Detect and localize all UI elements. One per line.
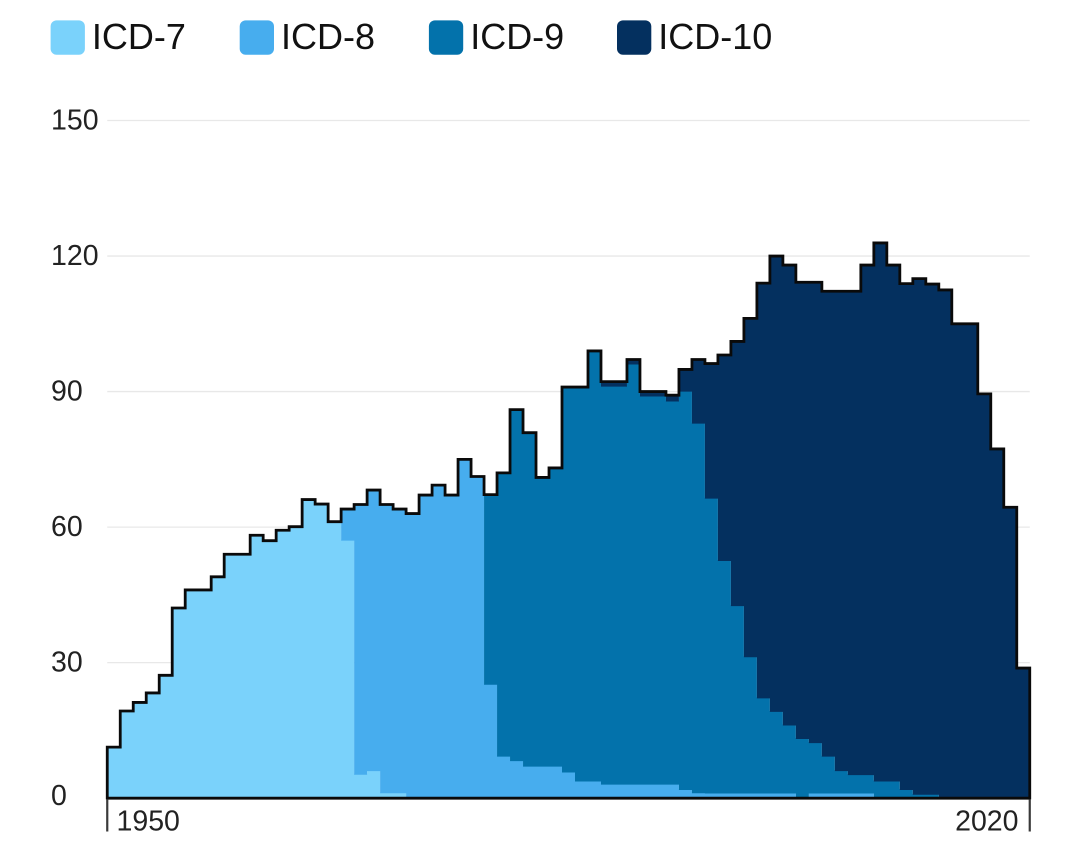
svg-text:ICD-8: ICD-8 (281, 16, 375, 57)
svg-text:90: 90 (51, 376, 83, 408)
svg-text:ICD-10: ICD-10 (658, 16, 772, 57)
svg-text:2020: 2020 (955, 806, 1018, 838)
svg-text:30: 30 (51, 647, 83, 679)
svg-text:150: 150 (51, 105, 99, 137)
svg-text:ICD-9: ICD-9 (470, 16, 564, 57)
svg-text:120: 120 (51, 240, 99, 272)
svg-text:0: 0 (51, 780, 67, 812)
svg-text:60: 60 (51, 511, 83, 543)
svg-text:1950: 1950 (117, 806, 180, 838)
svg-text:ICD-7: ICD-7 (92, 16, 186, 57)
